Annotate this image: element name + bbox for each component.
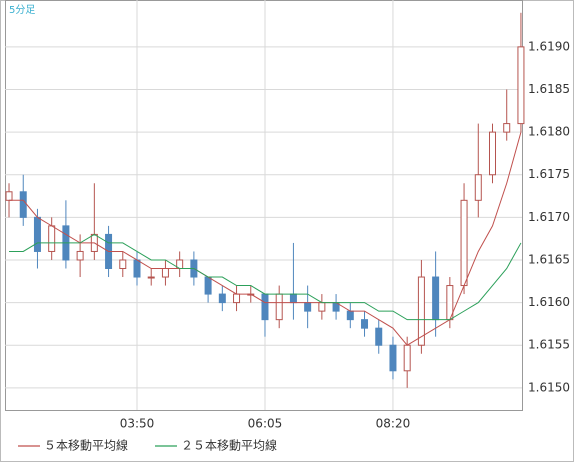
candle-body — [474, 174, 482, 201]
candle-body — [361, 319, 369, 329]
ma-line — [9, 233, 522, 321]
candle-body — [432, 276, 440, 321]
x-tick-label: 03:50 — [120, 417, 155, 431]
candle-body — [503, 123, 511, 133]
candle-body — [289, 293, 297, 304]
candle-body — [204, 276, 212, 295]
candle-body — [261, 293, 269, 321]
y-tick-label: 1.6170 — [528, 210, 570, 224]
candle-body — [233, 293, 241, 304]
legend-label: ２５本移動平均線 — [181, 438, 277, 453]
candle-body — [346, 310, 354, 321]
plot-frame — [5, 0, 523, 411]
candle-body — [403, 344, 411, 372]
legend-label: ５本移動平均線 — [44, 438, 128, 453]
candle-body — [375, 327, 383, 346]
candle-body — [417, 276, 425, 346]
y-tick-label: 1.6180 — [528, 125, 570, 139]
y-tick-label: 1.6190 — [528, 39, 570, 53]
candle-body — [389, 344, 397, 372]
y-tick-label: 1.6160 — [528, 295, 570, 309]
candle-body — [76, 250, 84, 261]
candle-body — [133, 259, 141, 278]
candle-body — [19, 191, 27, 218]
candle-body — [33, 216, 41, 252]
y-tick-label: 1.6165 — [528, 252, 570, 266]
candle-body — [218, 293, 226, 304]
candle-body — [161, 268, 169, 278]
chart-label: 5分足 — [9, 4, 35, 16]
candle-body — [304, 302, 312, 312]
y-tick-label: 1.6175 — [528, 167, 570, 181]
candle-body — [318, 302, 326, 312]
ma-line — [9, 131, 522, 346]
y-tick-label: 1.6155 — [528, 338, 570, 352]
y-tick-label: 1.6185 — [528, 82, 570, 96]
x-tick-label: 06:05 — [248, 417, 283, 431]
candle-body — [460, 199, 468, 287]
candle-body — [147, 276, 155, 279]
x-tick-label: 08:20 — [376, 417, 411, 431]
y-tick-label: 1.6150 — [528, 380, 570, 394]
candle-body — [119, 259, 127, 270]
candle-body — [275, 293, 283, 321]
candle-body — [489, 131, 496, 176]
candle-body — [5, 191, 13, 201]
candle-body — [48, 225, 56, 252]
candle-body — [517, 46, 525, 125]
